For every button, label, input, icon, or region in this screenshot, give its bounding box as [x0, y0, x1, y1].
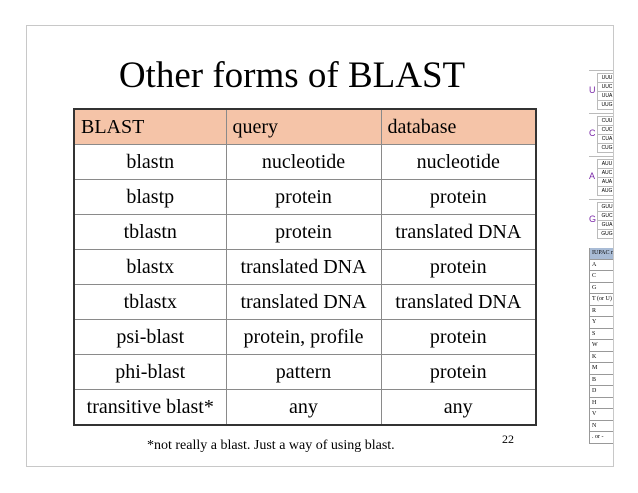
codon-group-letter: C [589, 128, 596, 138]
cell-query: nucleotide [225, 144, 382, 180]
cell-database: protein [380, 354, 537, 390]
cell-query: protein [225, 214, 382, 250]
iupac-code: K [589, 351, 613, 363]
iupac-code: D [589, 386, 613, 398]
cell-database: protein [380, 319, 537, 355]
blast-forms-table: BLAST query database blastn nucleotide n… [73, 108, 537, 426]
cell-program: psi-blast [73, 319, 227, 355]
iupac-code: G [589, 282, 613, 294]
codon-group-letter: A [589, 171, 596, 181]
iupac-code: N [589, 420, 613, 432]
cell-database: protein [380, 179, 537, 215]
table-row: transitive blast* any any [73, 389, 537, 426]
iupac-code: C [589, 271, 613, 283]
slide: Other forms of BLAST BLAST query databas… [26, 25, 614, 467]
codon-cell: AUG [597, 186, 613, 196]
iupac-code: H [589, 397, 613, 409]
table-row: psi-blast protein, profile protein [73, 319, 537, 355]
cell-program: tblastx [73, 284, 227, 320]
cell-program: blastn [73, 144, 227, 180]
iupac-code: V [589, 409, 613, 421]
iupac-code: . or - [589, 432, 613, 444]
cell-database: any [380, 389, 537, 426]
cell-program: blastp [73, 179, 227, 215]
codon-cell: UUG [597, 100, 613, 110]
table-row: tblastn protein translated DNA [73, 214, 537, 250]
page-number: 22 [502, 432, 514, 446]
cell-query: translated DNA [225, 249, 382, 285]
iupac-code: R [589, 305, 613, 317]
codon-group: U UUU UUC UUA UUG [589, 70, 613, 111]
codon-group: G GUU GUC GUA GUG [589, 199, 613, 240]
cell-database: translated DNA [380, 284, 537, 320]
iupac-code: M [589, 363, 613, 375]
iupac-code: Y [589, 317, 613, 329]
table-row: tblastx translated DNA translated DNA [73, 284, 537, 320]
iupac-code: S [589, 328, 613, 340]
cell-query: pattern [225, 354, 382, 390]
cell-program: tblastn [73, 214, 227, 250]
cell-query: protein [225, 179, 382, 215]
cell-database: translated DNA [380, 214, 537, 250]
header-database: database [380, 108, 537, 145]
codon-cell: GUG [597, 229, 613, 239]
codon-table-fragment: U UUU UUC UUA UUG C CUU CUC CUA CUG A AU… [589, 70, 613, 242]
iupac-code: T (or U) [589, 294, 613, 306]
cell-program: blastx [73, 249, 227, 285]
table-header-row: BLAST query database [73, 108, 537, 145]
table-row: blastp protein protein [73, 179, 537, 215]
table-row: blastn nucleotide nucleotide [73, 144, 537, 180]
table-row: phi-blast pattern protein [73, 354, 537, 390]
cell-program: transitive blast* [73, 389, 227, 426]
cell-program: phi-blast [73, 354, 227, 390]
codon-group-letter: U [589, 85, 596, 95]
cell-query: translated DNA [225, 284, 382, 320]
iupac-code: W [589, 340, 613, 352]
iupac-code: A [589, 259, 613, 271]
codon-cell: CUG [597, 143, 613, 153]
iupac-table-fragment: IUPAC nuc A C G T (or U) R Y S W K M B D… [589, 248, 613, 444]
codon-group-letter: G [589, 214, 597, 224]
codon-group: C CUU CUC CUA CUG [589, 113, 613, 154]
cell-database: nucleotide [380, 144, 537, 180]
iupac-code: B [589, 374, 613, 386]
table-row: blastx translated DNA protein [73, 249, 537, 285]
header-blast: BLAST [73, 108, 227, 145]
slide-title: Other forms of BLAST [118, 55, 466, 96]
codon-group: A AUU AUC AUA AUG [589, 156, 613, 197]
cell-query: protein, profile [225, 319, 382, 355]
cell-query: any [225, 389, 382, 426]
header-query: query [225, 108, 382, 145]
iupac-header: IUPAC nuc [589, 248, 613, 260]
cell-database: protein [380, 249, 537, 285]
footnote: *not really a blast. Just a way of using… [147, 438, 395, 453]
